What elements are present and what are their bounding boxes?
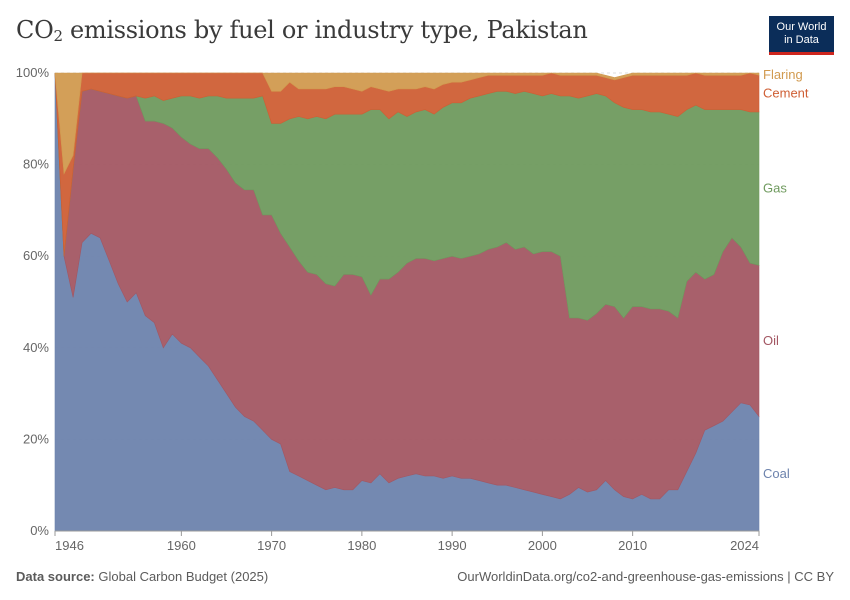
x-axis: 1946 1960 1970 1980 1990 2000 2010 2024 — [54, 530, 760, 553]
data-source: Data source: Global Carbon Budget (2025) — [16, 569, 268, 584]
y-tick-label: 40% — [23, 340, 49, 355]
owid-logo[interactable]: Our World in Data — [769, 16, 834, 55]
stacked-area-chart: 0% 20% 40% 60% 80% 100% 1946 1960 1970 1980 1990 2… — [16, 65, 809, 553]
y-tick-label: 0% — [30, 523, 49, 538]
x-tick-label: 1980 — [347, 538, 376, 553]
legend-label-gas[interactable]: Gas — [763, 181, 787, 196]
chart-title: CO2 emissions by fuel or industry type, … — [16, 16, 588, 45]
legend-label-oil[interactable]: Oil — [763, 333, 779, 348]
x-tick-label: 1960 — [167, 538, 196, 553]
data-source-label: Data source: — [16, 569, 95, 584]
legend-label-coal[interactable]: Coal — [763, 466, 790, 481]
x-tick-label: 1990 — [438, 538, 467, 553]
y-tick-label: 80% — [23, 157, 49, 172]
source-url-link[interactable]: OurWorldinData.org/co2-and-greenhouse-ga… — [457, 569, 834, 584]
area-series — [54, 72, 760, 532]
y-tick-label: 100% — [16, 65, 50, 80]
x-tick-label: 1946 — [55, 538, 84, 553]
logo-line-2: in Data — [784, 34, 819, 46]
x-tick-label: 2024 — [730, 538, 759, 553]
y-tick-label: 60% — [23, 248, 49, 263]
x-tick-label: 2010 — [618, 538, 647, 553]
area-flaring[interactable] — [54, 72, 760, 175]
legend-label-cement[interactable]: Cement — [763, 86, 809, 101]
y-tick-label: 20% — [23, 431, 49, 446]
data-source-value: Global Carbon Budget (2025) — [98, 569, 269, 584]
x-tick-label: 2000 — [528, 538, 557, 553]
x-tick-label: 1970 — [257, 538, 286, 553]
logo-line-1: Our World — [776, 21, 827, 33]
legend-label-flaring[interactable]: Flaring — [763, 67, 803, 82]
legend: Flaring Cement Gas Oil Coal — [763, 67, 809, 481]
y-axis: 0% 20% 40% 60% 80% 100% — [16, 65, 50, 538]
